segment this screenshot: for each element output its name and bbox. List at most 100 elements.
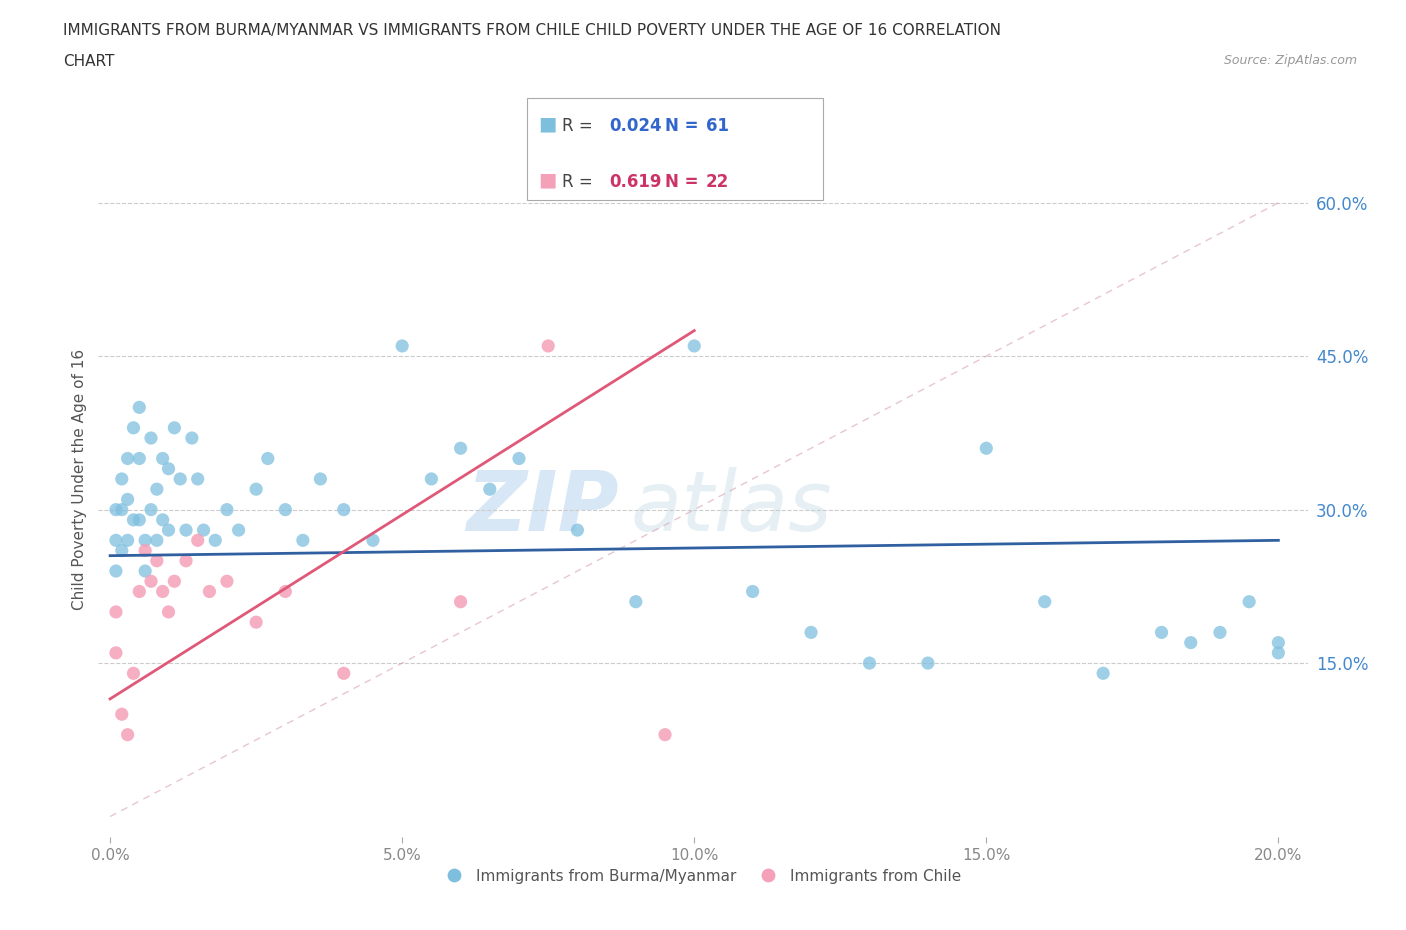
Point (508, 451, 530, 466)
Point (104, 533, 127, 548)
Point (157, 461, 180, 476)
Point (274, 502, 297, 517)
Point (134, 543, 156, 558)
Point (117, 492, 139, 507)
Text: R =: R = (562, 117, 599, 136)
Point (163, 420, 186, 435)
Point (332, 666, 354, 681)
Point (139, 502, 162, 517)
Point (134, 564, 156, 578)
Point (104, 564, 127, 578)
Point (152, 584, 174, 599)
Point (450, 441, 472, 456)
Point (104, 645, 127, 660)
Point (174, 553, 197, 568)
Point (204, 533, 226, 548)
Point (180, 431, 202, 445)
Point (1267, 635, 1289, 650)
Point (104, 604, 127, 619)
Point (111, 543, 134, 558)
Point (198, 584, 221, 599)
Point (111, 472, 134, 486)
Point (193, 523, 215, 538)
Point (1237, 594, 1260, 609)
Point (1033, 594, 1056, 609)
Point (111, 707, 134, 722)
Point (122, 420, 145, 435)
Point (117, 727, 139, 742)
Point (228, 523, 250, 538)
Point (1150, 625, 1173, 640)
Point (146, 553, 169, 568)
Text: CHART: CHART (63, 54, 115, 69)
Text: ■: ■ (538, 114, 557, 133)
Point (309, 472, 332, 486)
Text: atlas: atlas (630, 467, 832, 548)
Point (122, 666, 145, 681)
Point (420, 472, 443, 486)
Point (117, 451, 139, 466)
Point (654, 727, 676, 742)
Legend: Immigrants from Burma/Myanmar, Immigrants from Chile: Immigrants from Burma/Myanmar, Immigrant… (439, 862, 967, 890)
Point (361, 533, 384, 548)
Text: 61: 61 (706, 117, 728, 136)
Point (128, 512, 150, 527)
Point (174, 523, 197, 538)
Point (152, 451, 174, 466)
Point (567, 523, 589, 538)
Point (187, 533, 209, 548)
Point (1180, 635, 1202, 650)
Point (128, 451, 150, 466)
Point (858, 656, 880, 671)
Point (134, 533, 156, 548)
Point (274, 584, 297, 599)
Text: ZIP: ZIP (465, 467, 619, 548)
Point (163, 574, 186, 589)
Point (128, 584, 150, 599)
Point (117, 533, 139, 548)
Point (332, 502, 354, 517)
Point (104, 502, 127, 517)
Point (624, 594, 647, 609)
Point (128, 400, 150, 415)
Point (917, 656, 939, 671)
Point (800, 625, 823, 640)
Point (1267, 645, 1289, 660)
Point (139, 574, 162, 589)
Y-axis label: Child Poverty Under the Age of 16: Child Poverty Under the Age of 16 (72, 349, 87, 609)
Point (215, 502, 238, 517)
Point (291, 533, 314, 548)
Point (391, 339, 413, 353)
Point (111, 502, 134, 517)
Text: 0.619: 0.619 (609, 173, 661, 192)
Text: Source: ZipAtlas.com: Source: ZipAtlas.com (1223, 54, 1357, 67)
Point (683, 339, 706, 353)
Point (245, 482, 267, 497)
Point (741, 584, 763, 599)
Point (187, 472, 209, 486)
Point (537, 339, 560, 353)
Point (146, 482, 169, 497)
Point (169, 472, 191, 486)
Point (245, 615, 267, 630)
Point (256, 451, 278, 466)
Point (450, 594, 472, 609)
Point (215, 574, 238, 589)
Point (139, 431, 162, 445)
Point (122, 512, 145, 527)
Text: N =: N = (665, 117, 704, 136)
Point (478, 482, 501, 497)
Text: 0.024: 0.024 (609, 117, 661, 136)
Point (157, 604, 180, 619)
Text: R =: R = (562, 173, 599, 192)
Text: 22: 22 (706, 173, 730, 192)
Text: N =: N = (665, 173, 704, 192)
Text: ■: ■ (538, 170, 557, 189)
Point (974, 441, 997, 456)
Text: IMMIGRANTS FROM BURMA/MYANMAR VS IMMIGRANTS FROM CHILE CHILD POVERTY UNDER THE A: IMMIGRANTS FROM BURMA/MYANMAR VS IMMIGRA… (63, 23, 1001, 38)
Point (146, 533, 169, 548)
Point (1092, 666, 1115, 681)
Point (157, 523, 180, 538)
Point (1209, 625, 1232, 640)
Point (152, 512, 174, 527)
